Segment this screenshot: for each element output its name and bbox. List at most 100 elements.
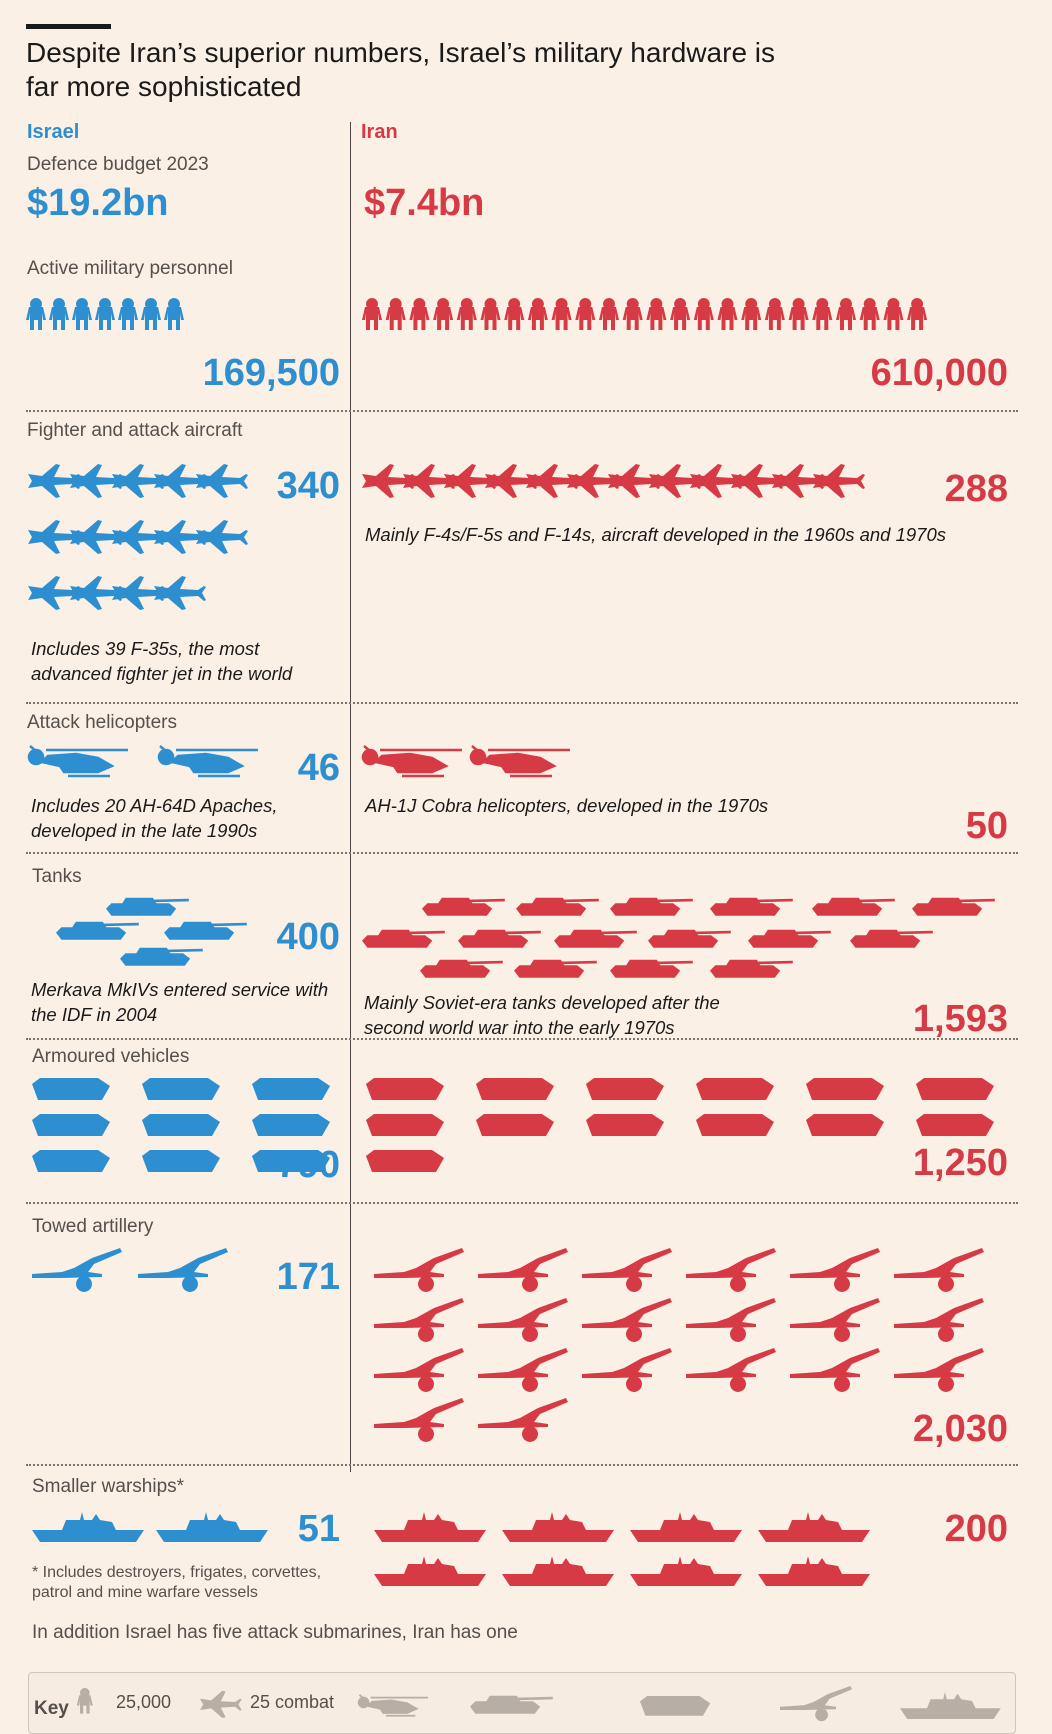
iran-artillery-icon [894,1248,984,1292]
israel-apc-icon [252,1114,330,1136]
iran-artillery-icon [790,1298,880,1342]
iran-soldier-icon [859,298,880,330]
section-divider [26,852,1018,854]
iran-soldier-icon [433,298,454,330]
iran-soldier-icon [362,298,382,330]
iran-tank-icon [610,897,693,916]
israel-jet-icon [154,520,206,554]
israel-soldier-icon [141,298,161,330]
iran-helicopter-icon [361,745,462,778]
israel-soldier-icon [26,298,46,330]
iran-tanks-value: 1,593 [912,998,1008,1040]
iran-soldier-icon [788,298,809,330]
iran-tank-icon [554,929,637,948]
iran-personnel-value: 610,000 [870,352,1008,394]
iran-soldier-icon [883,298,904,330]
warships-label: Smaller warships* [32,1476,185,1497]
israel-jet-icon [70,464,122,498]
iran-warship-icon [374,1556,486,1586]
iran-soldier-icon [717,298,738,330]
page-title: Despite Iran’s superior numbers, Israel’… [26,37,776,102]
iran-soldier-icon [385,298,406,330]
iran-artillery-icon [894,1298,984,1342]
iran-jet-icon [485,464,537,498]
israel-jet-icon [28,520,80,554]
personnel-label: Active military personnel [27,258,233,279]
iran-apc-icon [916,1078,994,1100]
iran-artillery-icon [478,1348,568,1392]
israel-jet-icon [112,576,164,610]
iran-artillery-icon [582,1248,672,1292]
israel-apc-icon [32,1150,110,1172]
section-divider [26,1202,1018,1204]
armoured-label: Armoured vehicles [32,1046,190,1067]
iran-artillery-icon [686,1298,776,1342]
iran-armoured-value: 1,250 [912,1142,1008,1184]
iran-jet-icon [772,464,824,498]
israel-jet-icon [196,520,248,554]
iran-helicopter-icon [469,745,570,778]
iran-soldier-icon [599,298,619,330]
iran-warship-icon [502,1556,614,1586]
iran-warship-icon [374,1512,486,1542]
israel-apc-icon [32,1114,110,1136]
iran-tank-icon [812,897,895,916]
iran-tank-icon [420,959,503,978]
iran-apc-icon [366,1150,444,1172]
iran-soldier-icon [836,298,856,330]
submarines-note: In addition Israel has five attack subma… [32,1622,518,1643]
israel-artillery-icon [32,1248,122,1292]
israel-jet-icon [112,464,164,498]
iran-tank-icon [648,929,731,948]
section-divider [26,1464,1018,1466]
iran-jet-icon [608,464,660,498]
iran-warship-icon [502,1512,614,1542]
israel-artillery-icon [138,1248,228,1292]
iran-warship-icon [630,1556,742,1586]
iran-budget-value: $7.4bn [364,182,485,224]
iran-soldier-icon [693,298,714,330]
iran-artillery-icon [686,1248,776,1292]
israel-tank-icon [56,921,139,940]
iran-apc-icon [476,1078,554,1100]
israel-soldier-icon [49,298,69,330]
iran-tank-icon [422,897,505,916]
iran-soldier-icon [504,298,525,330]
iran-tank-icon [710,897,793,916]
israel-apc-icon [142,1114,220,1136]
israel-jet-icon [154,464,206,498]
iran-apc-icon [586,1114,664,1136]
iran-tank-icon [610,959,693,978]
iran-artillery-icon [582,1298,672,1342]
iran-jet-icon [362,464,414,498]
iran-artillery-icon [374,1298,464,1342]
israel-apc-icon [142,1078,220,1100]
israel-apc-icon [252,1078,330,1100]
israel-jet-icon [28,464,80,498]
israel-helicopters-value: 46 [297,747,340,789]
iran-apc-icon [806,1078,884,1100]
section-divider [26,702,1018,704]
israel-jet-icon [196,464,248,498]
iran-warship-icon [758,1556,870,1586]
key-tank-icon [470,1695,553,1714]
column-divider [350,122,351,1472]
artillery-label: Towed artillery [32,1216,154,1237]
iran-jet-icon [403,464,455,498]
iran-artillery-icon [686,1348,776,1392]
key-artillery-icon [780,1686,852,1722]
iran-tank-icon [710,959,793,978]
israel-jet-icon [28,576,80,610]
iran-artillery-icon [478,1248,568,1292]
tanks-label: Tanks [32,866,82,887]
iran-aircraft-note: Mainly F-4s/F-5s and F-14s, aircraft dev… [365,524,947,545]
key-apc-icon [640,1696,711,1716]
israel-soldier-icon [164,298,184,330]
iran-tank-icon [458,929,541,948]
israel-tank-icon [120,947,203,966]
iran-jet-icon [731,464,783,498]
iran-apc-icon [696,1078,774,1100]
israel-helicopter-icon [157,745,258,778]
iran-soldier-icon [551,298,572,330]
iran-warship-icon [758,1512,870,1542]
